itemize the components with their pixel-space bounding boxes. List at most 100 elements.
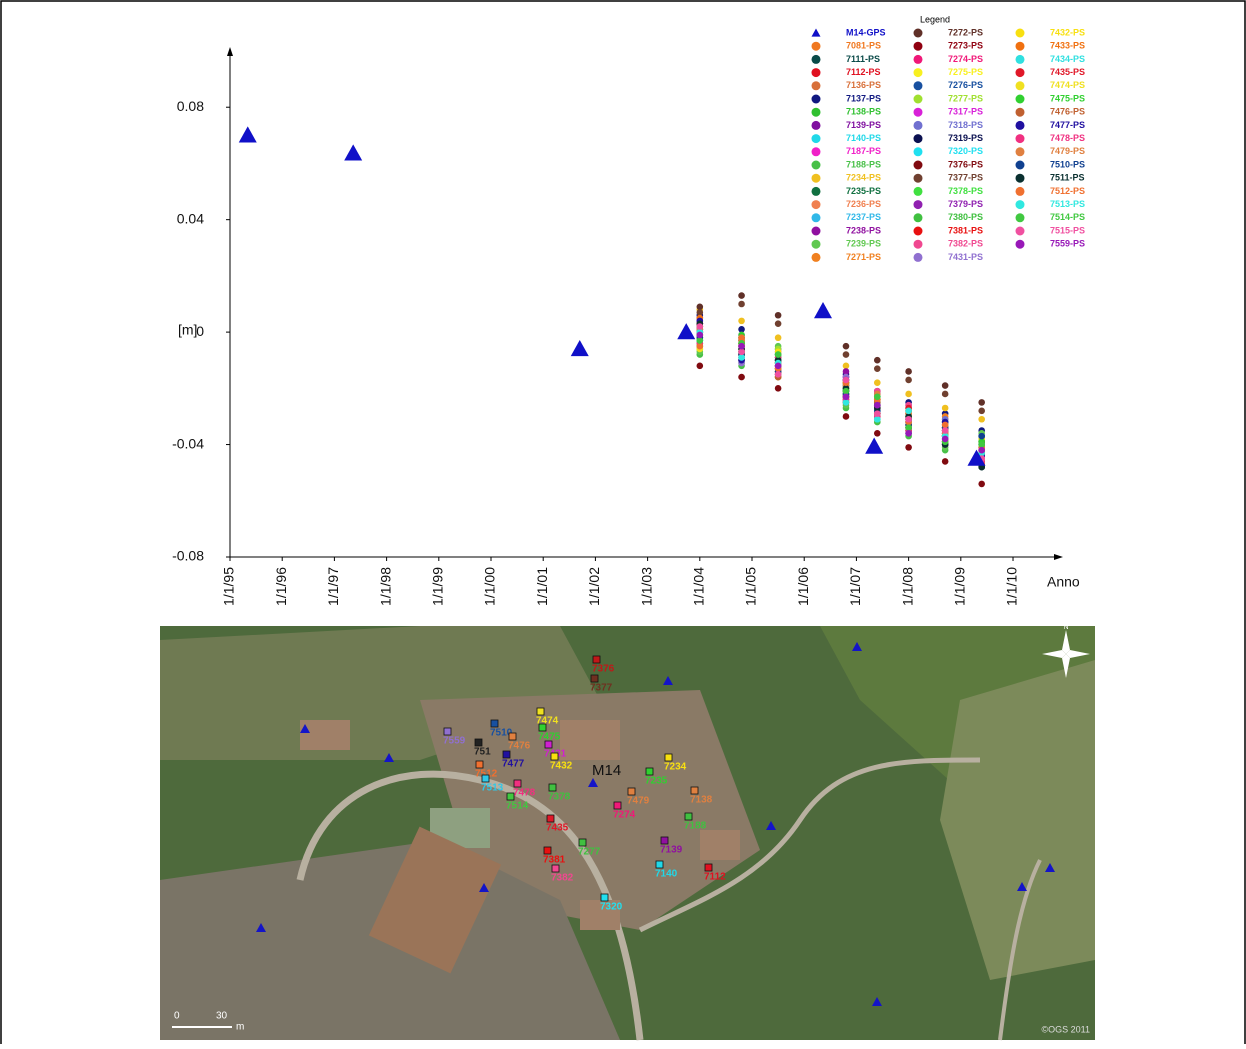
legend-marker: [811, 54, 821, 64]
building: [700, 830, 740, 860]
built-area: [420, 690, 760, 930]
x-tick-label: 1/1/95: [221, 567, 237, 606]
ps-label: 7512: [475, 769, 498, 780]
legend-label: 7112-PS: [846, 67, 881, 77]
legend-marker: [913, 173, 923, 183]
legend-marker: [1015, 160, 1025, 170]
legend-marker: [913, 41, 923, 51]
legend-label: 7559-PS: [1050, 239, 1085, 249]
y-tick-label: 0.08: [177, 98, 204, 114]
ps-label: 7432: [550, 761, 573, 772]
scale-label: 30: [216, 1011, 228, 1022]
legend-label: 7379-PS: [948, 199, 983, 209]
ps-marker: [627, 787, 636, 796]
ps-point: [905, 390, 912, 398]
site-label: M14: [592, 762, 621, 779]
ps-marker: [590, 674, 599, 683]
legend-label: 7318-PS: [948, 120, 983, 130]
ps-point: [696, 337, 704, 344]
legend-label: 7136-PS: [846, 80, 881, 90]
ps-point: [738, 317, 745, 325]
legend-marker: [811, 68, 821, 78]
gps-point: [677, 323, 696, 340]
ps-label: 7138: [690, 795, 713, 806]
legend-marker: [913, 120, 923, 130]
legend-label: 7238-PS: [846, 225, 881, 235]
legend-label: 7139-PS: [846, 120, 881, 130]
ps-point: [842, 376, 850, 384]
ps-marker: [578, 838, 587, 847]
ps-label: 7477: [502, 759, 525, 770]
legend-title: Legend: [920, 14, 950, 24]
ps-marker: [490, 719, 499, 728]
legend-marker: [913, 252, 923, 262]
legend-marker: [913, 54, 923, 64]
ps-point: [738, 292, 745, 299]
legend-label: 7277-PS: [948, 93, 983, 103]
ps-label: 751: [474, 747, 491, 758]
legend-label: 7236-PS: [846, 199, 881, 209]
ps-label: 7140: [655, 869, 678, 880]
ps-point: [978, 415, 985, 423]
gps-point: [570, 339, 589, 357]
ps-point: [842, 351, 850, 358]
ps-point: [873, 401, 881, 409]
legend-label: 7377-PS: [948, 173, 983, 183]
ps-point: [873, 393, 881, 401]
legend-label: 7511-PS: [1050, 173, 1085, 183]
legend-marker: [811, 186, 821, 196]
ps-label: 7382: [551, 873, 574, 884]
legend-label: 7273-PS: [948, 41, 983, 51]
building: [560, 720, 620, 760]
ps-point: [696, 331, 704, 339]
y-tick-label: 0: [196, 323, 204, 339]
x-tick-label: 1/1/00: [482, 567, 498, 606]
ps-marker: [548, 783, 557, 792]
building: [580, 900, 620, 930]
gps-point: [344, 144, 363, 161]
legend-label: 7434-PS: [1050, 54, 1085, 64]
ps-point: [905, 407, 912, 415]
ps-point: [738, 334, 745, 342]
ps-label: 7514: [506, 801, 529, 812]
legend-marker: [1015, 147, 1025, 157]
x-tick-label: 1/1/09: [952, 567, 968, 606]
legend-marker: [913, 200, 923, 210]
legend-marker: [913, 134, 923, 144]
x-tick-label: 1/1/05: [743, 567, 759, 606]
ps-marker: [543, 846, 552, 855]
ps-point: [696, 309, 704, 316]
ps-point: [774, 370, 782, 378]
x-tick-label: 1/1/97: [325, 567, 341, 606]
legend-label: 7274-PS: [948, 54, 983, 64]
legend-label: 7477-PS: [1050, 120, 1085, 130]
x-axis-label: Anno: [1047, 574, 1080, 590]
ps-point: [774, 311, 782, 319]
legend-marker: [811, 252, 821, 262]
ps-point: [842, 342, 850, 350]
legend-label: 7433-PS: [1050, 41, 1085, 51]
scale-unit: m: [236, 1022, 244, 1033]
map-gps-symbol: [766, 821, 776, 830]
north-label: N: [1063, 624, 1068, 631]
legend-marker: [913, 94, 923, 104]
legend-marker: [1015, 239, 1025, 249]
legend-marker: [1015, 186, 1025, 196]
ps-label: 7381: [543, 855, 566, 866]
ps-point: [774, 320, 782, 327]
building: [300, 720, 350, 750]
ps-marker: [481, 774, 490, 783]
ps-marker: [690, 786, 699, 795]
ps-point: [738, 326, 745, 333]
ps-label: 7320: [600, 902, 623, 913]
legend-marker: [811, 160, 821, 170]
map-gps-symbol: [852, 642, 862, 651]
legend-marker: [1015, 81, 1025, 91]
legend-label: 7474-PS: [1050, 80, 1085, 90]
ps-label: 7474: [536, 716, 559, 727]
ps-point: [873, 356, 881, 364]
legend-label: 7378-PS: [948, 186, 983, 196]
map-gps-symbol: [872, 997, 882, 1006]
ps-label: 7376: [592, 664, 615, 675]
legend-marker: [1015, 94, 1025, 104]
